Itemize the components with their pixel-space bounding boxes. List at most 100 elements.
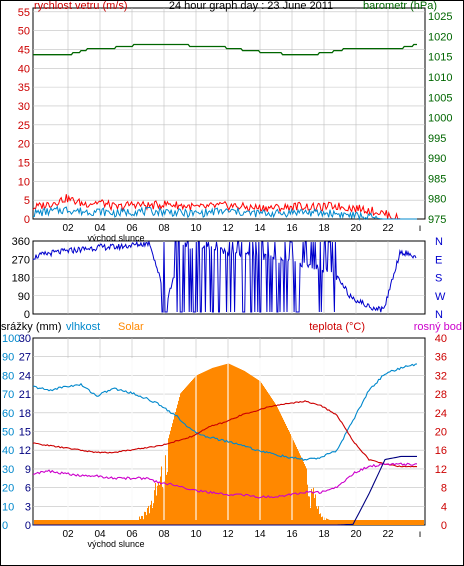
solar-bar xyxy=(154,490,155,525)
solar-bar xyxy=(208,369,209,525)
solar-bar xyxy=(221,365,222,525)
solar-bar xyxy=(346,520,347,525)
solar-bar xyxy=(338,520,339,525)
solar-bar xyxy=(220,365,221,525)
solar-bar xyxy=(238,368,239,525)
panel2-left-tick-label: 180 xyxy=(12,273,30,285)
solar-bar xyxy=(271,397,272,525)
solar-bar xyxy=(285,423,286,525)
solar-bar xyxy=(185,387,186,525)
solar-bar xyxy=(161,466,162,525)
panel1-left-tick-label: 35 xyxy=(18,82,30,94)
solar-bar xyxy=(82,520,83,525)
solar-bar xyxy=(212,367,213,525)
solar-bar xyxy=(50,520,51,525)
solar-bar xyxy=(309,496,310,525)
solar-bar xyxy=(258,380,259,525)
solar-bar xyxy=(356,520,357,525)
solar-bar xyxy=(49,520,50,525)
solar-bar xyxy=(294,442,295,525)
solar-bar xyxy=(247,372,248,525)
solar-bar xyxy=(121,520,122,525)
solar-bar xyxy=(136,520,137,525)
panel1-right-tick-label: 1015 xyxy=(428,52,452,64)
solar-bar xyxy=(101,520,102,525)
solar-bar xyxy=(147,508,148,525)
solar-bar xyxy=(155,482,156,525)
panel3-humidity-tick-label: 40 xyxy=(2,445,14,457)
solar-bar xyxy=(383,520,384,525)
solar-bar xyxy=(219,365,220,525)
solar-bar xyxy=(397,520,398,525)
panel1-x-tick-label: 16 xyxy=(286,223,298,234)
solar-bar xyxy=(162,486,163,525)
panel3-temp-tick-label: 32 xyxy=(435,370,447,382)
solar-bar xyxy=(366,520,367,525)
solar-bar xyxy=(339,520,340,525)
solar-bar xyxy=(351,520,352,525)
panel1-right-tick-label: 1005 xyxy=(428,92,452,104)
panel1-x-tick-label: 22 xyxy=(382,223,394,234)
solar-bar xyxy=(361,520,362,525)
solar-bar xyxy=(333,520,334,525)
solar-bar xyxy=(77,520,78,525)
panel1-left-tick-label: 30 xyxy=(18,101,30,113)
solar-bar xyxy=(95,520,96,525)
solar-bar xyxy=(319,514,320,525)
solar-bar xyxy=(323,520,324,525)
solar-bar xyxy=(341,520,342,525)
solar-bar xyxy=(371,520,372,525)
solar-bar xyxy=(277,407,278,525)
solar-bar xyxy=(156,495,157,525)
solar-bar xyxy=(410,520,411,525)
panel1-x-label: východ slunce xyxy=(87,233,144,243)
solar-bar xyxy=(311,488,312,525)
panel1-left-tick-label: 25 xyxy=(18,120,30,132)
solar-bar xyxy=(287,427,288,525)
solar-bar xyxy=(124,520,125,525)
solar-bar xyxy=(89,520,90,525)
solar-bar xyxy=(417,520,418,525)
solar-bar xyxy=(305,466,306,525)
panel1-left-tick-label: 5 xyxy=(24,195,30,207)
solar-bar xyxy=(372,520,373,525)
humidity-line xyxy=(32,363,418,461)
solar-bar xyxy=(70,520,71,525)
solar-bar xyxy=(65,520,66,525)
solar-bar xyxy=(282,417,283,525)
solar-bar xyxy=(129,520,130,525)
solar-bar xyxy=(408,520,409,525)
solar-bar xyxy=(213,367,214,525)
panel3-rain-tick-label: 24 xyxy=(19,370,31,382)
solar-bar xyxy=(278,409,279,525)
solar-bar xyxy=(194,377,195,525)
solar-bar xyxy=(218,366,219,525)
panel3-humidity-tick-label: 100 xyxy=(2,333,20,345)
solar-bar xyxy=(240,369,241,525)
solar-bar xyxy=(103,520,104,525)
solar-bar xyxy=(380,520,381,525)
solar-bar xyxy=(143,519,144,525)
panel3-rain-tick-label: 3 xyxy=(25,501,31,513)
panel1-right-axis-label: barometr (hPa) xyxy=(363,0,437,12)
solar-bar xyxy=(387,520,388,525)
solar-bar xyxy=(336,520,337,525)
panel3-humidity-tick-label: 60 xyxy=(2,408,14,420)
panel1-x-tick-label: 20 xyxy=(350,223,362,234)
solar-bar xyxy=(34,520,35,525)
solar-bar xyxy=(359,520,360,525)
panel2-compass-label: N xyxy=(435,309,443,321)
wind-gust-line xyxy=(32,194,417,220)
solar-bar xyxy=(75,520,76,525)
solar-bar xyxy=(90,520,91,525)
panel1-x-tick-label: 10 xyxy=(190,223,202,234)
solar-bar xyxy=(288,430,289,525)
solar-bar xyxy=(318,506,319,525)
solar-bar xyxy=(43,520,44,525)
solar-bar xyxy=(286,425,287,525)
solar-bar xyxy=(255,378,256,525)
solar-bar xyxy=(335,520,336,525)
solar-bar xyxy=(340,520,341,525)
solar-bar xyxy=(268,393,269,525)
solar-bar xyxy=(178,400,179,525)
